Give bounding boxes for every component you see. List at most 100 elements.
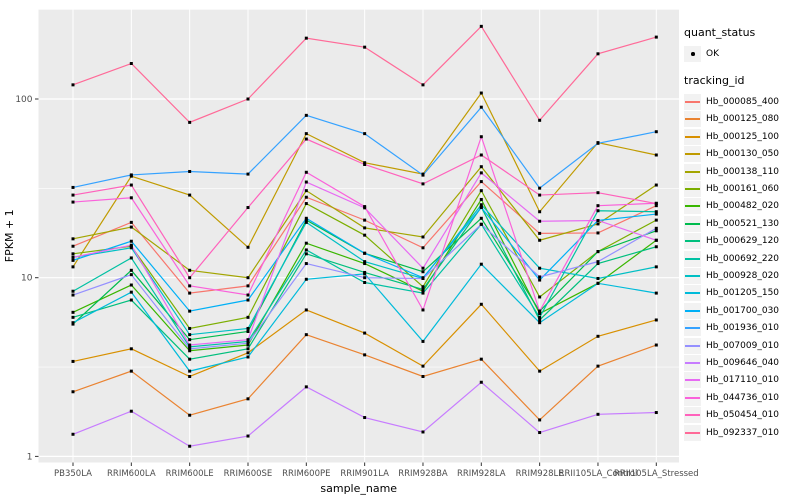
data-point xyxy=(304,218,308,222)
legend-color-swatch-icon xyxy=(684,320,701,337)
legend-color-swatch-icon xyxy=(684,111,701,128)
data-point xyxy=(538,312,542,316)
data-point xyxy=(538,431,542,435)
data-point xyxy=(304,132,308,136)
data-point xyxy=(596,281,600,285)
legend-tracking-section: tracking_id Hb_000085_400 Hb_000125_080 Hb… xyxy=(684,74,798,441)
data-point xyxy=(479,189,483,193)
data-point xyxy=(421,291,425,295)
x-tick-label: RRII105LA_Stressed xyxy=(614,469,699,479)
data-point xyxy=(246,329,250,333)
legend-color-swatch-icon xyxy=(684,250,701,267)
data-point xyxy=(71,185,75,189)
data-point xyxy=(363,226,367,230)
x-tick-label: RRIM928BA xyxy=(398,469,448,479)
legend-item: Hb_009646_040 xyxy=(684,354,798,371)
data-point xyxy=(188,120,192,124)
data-point xyxy=(654,153,658,157)
panel-background xyxy=(38,9,679,463)
legend-item: Hb_000629_120 xyxy=(684,233,798,250)
data-point xyxy=(538,275,542,279)
data-point xyxy=(129,225,133,229)
data-point xyxy=(363,272,367,276)
data-point xyxy=(246,434,250,438)
data-point xyxy=(363,161,367,165)
data-point xyxy=(304,36,308,40)
data-point xyxy=(71,237,75,241)
data-point xyxy=(654,229,658,233)
legend-item: Hb_044736_010 xyxy=(684,389,798,406)
data-point xyxy=(71,255,75,259)
data-point xyxy=(596,141,600,145)
legend-item-label: Hb_017110_010 xyxy=(706,375,780,386)
data-point xyxy=(129,246,133,250)
data-point xyxy=(421,289,425,293)
data-point xyxy=(188,291,192,295)
data-point xyxy=(129,183,133,187)
data-point xyxy=(246,97,250,101)
data-point xyxy=(129,243,133,247)
data-point xyxy=(71,310,75,314)
data-point xyxy=(188,357,192,361)
data-point xyxy=(363,281,367,285)
x-tick-label: RRIM600LA xyxy=(107,469,156,479)
data-point xyxy=(479,91,483,95)
data-point xyxy=(304,180,308,184)
legend-item: Hb_000130_050 xyxy=(684,146,798,163)
x-tick-label: RRIM600SE xyxy=(224,469,273,479)
data-point xyxy=(654,204,658,208)
data-point xyxy=(188,333,192,337)
y-tick-label: 10 xyxy=(21,274,33,284)
data-point xyxy=(596,262,600,266)
data-point xyxy=(71,265,75,269)
data-point xyxy=(129,173,133,177)
data-point xyxy=(596,191,600,195)
legend-item-label: Hb_001700_030 xyxy=(706,305,780,316)
legend-item-label: Hb_000125_080 xyxy=(706,114,780,125)
data-point xyxy=(596,52,600,56)
data-point xyxy=(188,444,192,448)
data-point xyxy=(129,196,133,200)
data-point xyxy=(71,321,75,325)
data-point xyxy=(188,193,192,197)
data-point xyxy=(246,341,250,345)
data-point xyxy=(71,252,75,256)
legend-item: Hb_007009_010 xyxy=(684,337,798,354)
legend-item: Hb_000138_110 xyxy=(684,163,798,180)
data-point xyxy=(654,218,658,222)
data-point xyxy=(654,202,658,206)
data-point xyxy=(129,283,133,287)
data-point xyxy=(479,216,483,220)
data-point xyxy=(71,359,75,363)
legend-item-label: Hb_009646_040 xyxy=(706,357,780,368)
data-point xyxy=(596,334,600,338)
legend-item: Hb_000928_020 xyxy=(684,267,798,284)
legend-item: Hb_000692_220 xyxy=(684,250,798,267)
data-point xyxy=(654,265,658,269)
legend-item: Hb_092337_010 xyxy=(684,424,798,441)
x-tick-label: PB350LA xyxy=(54,469,92,479)
data-point xyxy=(129,256,133,260)
legend-color-swatch-icon xyxy=(684,354,701,371)
legend-item-ok: OK xyxy=(684,45,798,62)
legend-color-swatch-icon xyxy=(684,128,701,145)
data-point xyxy=(188,413,192,417)
legend-color-swatch-icon xyxy=(684,372,701,389)
legend-item: Hb_000161_060 xyxy=(684,180,798,198)
data-point xyxy=(479,135,483,139)
data-point xyxy=(479,165,483,169)
data-point xyxy=(71,390,75,394)
data-point xyxy=(538,118,542,122)
legend-item-label: Hb_007009_010 xyxy=(706,340,780,351)
data-point xyxy=(246,245,250,249)
data-point xyxy=(129,347,133,351)
data-point xyxy=(246,355,250,359)
data-point xyxy=(596,276,600,280)
x-tick-label: RRIM600LE xyxy=(166,469,214,479)
legend: quant_status OK tracking_id Hb_000085_40… xyxy=(684,26,798,441)
data-point xyxy=(538,315,542,319)
data-point xyxy=(188,349,192,353)
legend-item-label: Hb_000928_020 xyxy=(706,270,780,281)
x-tick-label: RRIM928LA xyxy=(457,469,506,479)
